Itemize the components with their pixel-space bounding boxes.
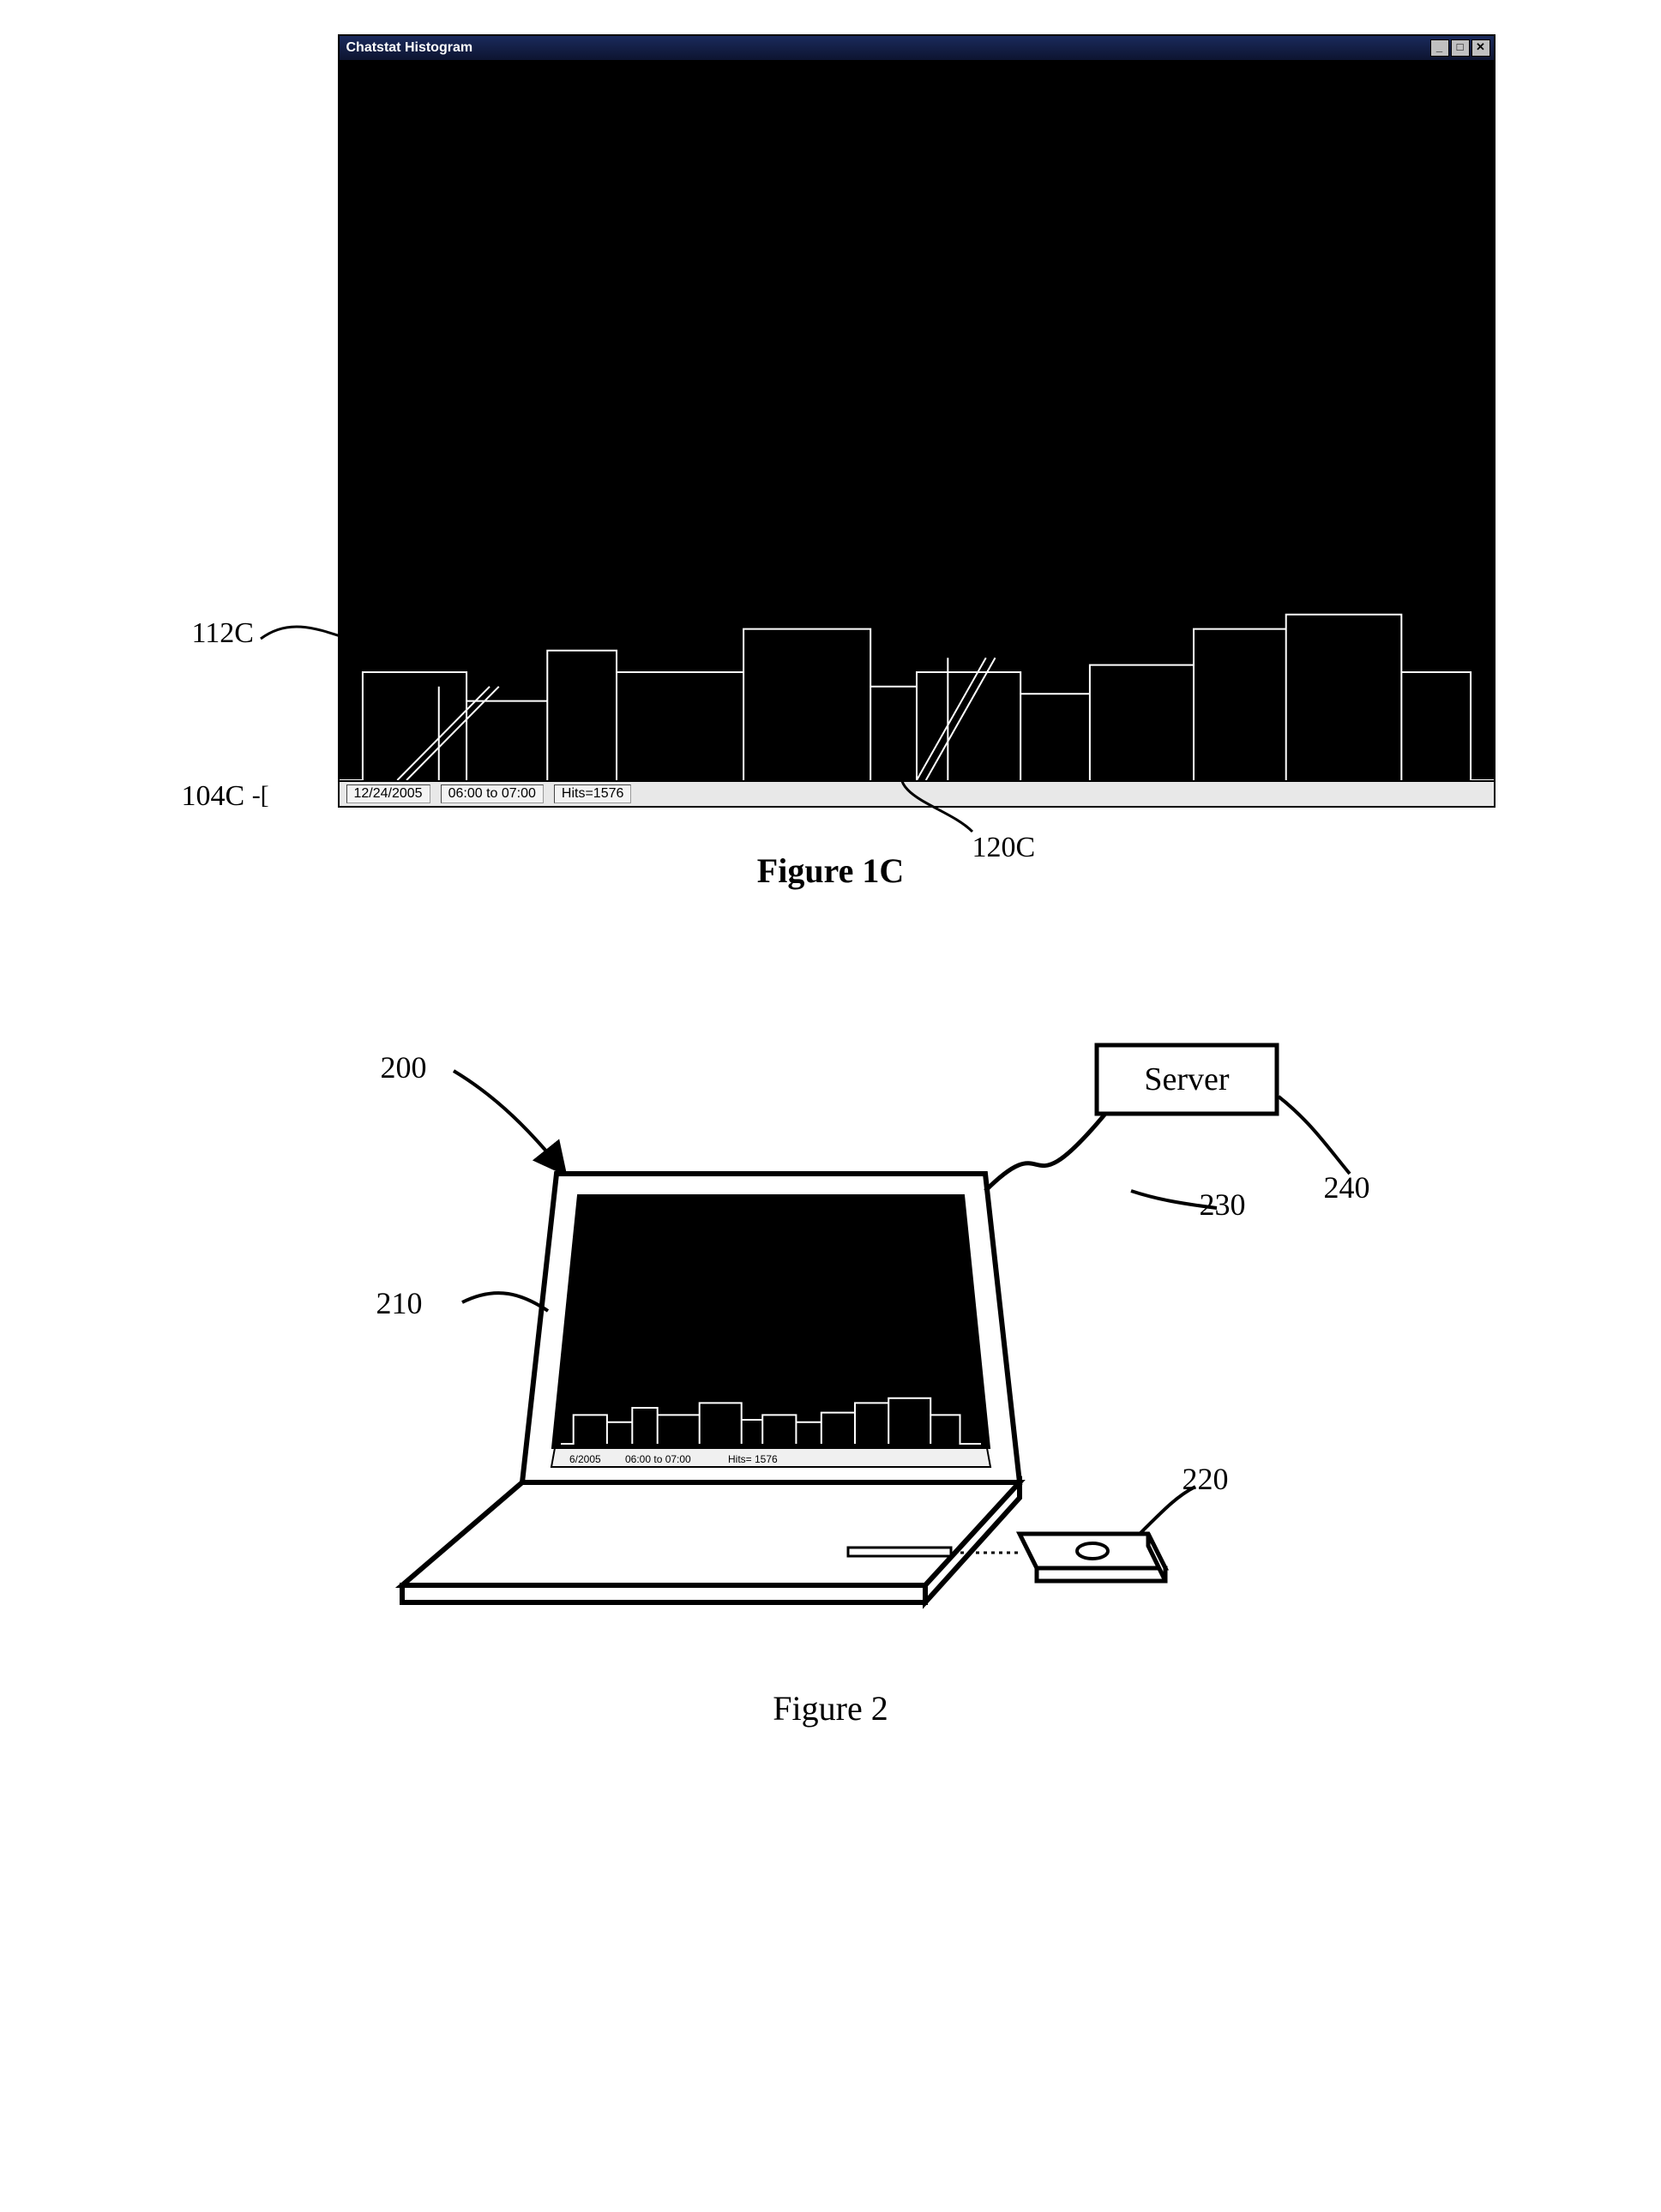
status-date: 12/24/2005 [346,784,430,803]
ref-120c-text: 120C [972,832,1036,863]
server-box: Server [1097,1045,1277,1114]
window-title: Chatstat Histogram [346,40,473,56]
bracket-104c: -[ [252,781,269,809]
ref-210: 210 [376,1285,423,1321]
laptop-status-hits: Hits= 1576 [728,1453,778,1465]
laptop: 6/2005 06:00 to 07:00 Hits= 1576 [402,1174,1020,1602]
status-hits: Hits=1576 [554,784,632,803]
server-label: Server [1144,1061,1230,1097]
ref-104c: 104C -[ [182,780,269,813]
histogram-window: Chatstat Histogram _ □ ✕ 12/24/2005 06:0… [338,34,1496,808]
status-hits-value: 1576 [593,786,624,801]
figure-2-caption: Figure 2 [166,1688,1496,1728]
laptop-status-time: 06:00 to 07:00 [625,1453,691,1465]
ref-104c-text: 104C [182,780,245,812]
figure-1c: 112C 104C -[ Chatstat Histogram _ □ ✕ [166,34,1496,891]
leader-240 [1279,1097,1350,1174]
status-hits-label: Hits= [562,786,593,801]
ref-120c: 120C [921,814,984,847]
minimize-button[interactable]: _ [1430,39,1449,57]
titlebar: Chatstat Histogram _ □ ✕ [340,36,1494,60]
figure-2-diagram: 6/2005 06:00 to 07:00 Hits= 1576 [274,1019,1388,1662]
close-button[interactable]: ✕ [1471,39,1490,57]
ref-220: 220 [1183,1461,1229,1497]
laptop-status-date: 6/2005 [569,1453,601,1465]
leader-200 [454,1071,565,1174]
figure-1c-caption: Figure 1C [166,851,1496,891]
ref-200: 200 [381,1049,427,1085]
ref-240: 240 [1324,1169,1370,1205]
ref-230: 230 [1200,1187,1246,1223]
leader-210 [462,1293,548,1311]
histogram-svg [340,60,1494,780]
leader-120c [870,763,1024,840]
maximize-button[interactable]: □ [1451,39,1470,57]
figure-2: 6/2005 06:00 to 07:00 Hits= 1576 [166,1019,1496,1791]
histogram-chart [340,60,1494,780]
connection-230 [985,1114,1105,1191]
window-controls: _ □ ✕ [1430,39,1490,57]
removable-disk [1020,1534,1165,1581]
status-time: 06:00 to 07:00 [441,784,544,803]
ref-112c-text: 112C [192,617,254,649]
ref-112c: 112C [192,617,254,650]
